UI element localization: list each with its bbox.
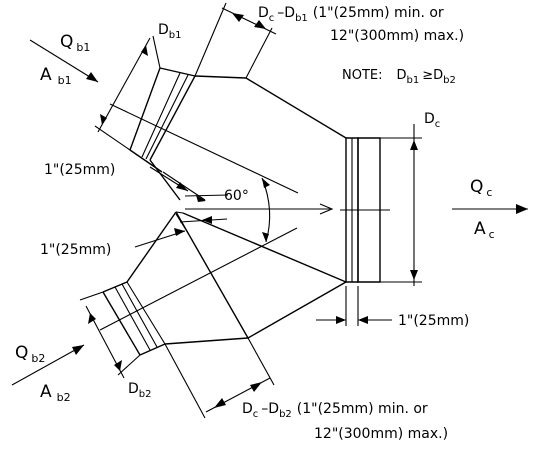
flow-arrow-common	[452, 204, 528, 214]
flow-arrow-b1	[29, 39, 99, 83]
label-spacing-b1: 1"(25mm)	[44, 162, 115, 178]
note-label: NOTE: Db1 ≥Db2	[342, 68, 456, 86]
main-centerline	[185, 203, 334, 215]
dim-spacing-b2	[134, 213, 228, 248]
label-length-b2-line1: Dc –Db2 (1"(25mm) min. or	[242, 401, 428, 420]
dim-dc	[380, 124, 422, 286]
label-d-c: Dc	[424, 111, 440, 130]
lower-branch-body	[99, 211, 347, 356]
label-length-b2-line2: 12"(300mm) max.)	[314, 426, 448, 442]
label-length-b1-line1: Dc –Db1 (1"(25mm) min. or	[258, 5, 444, 24]
dim-db1	[94, 35, 161, 151]
dim-length-b2	[164, 337, 275, 419]
dim-length-b1	[194, 2, 277, 79]
angle-arc	[261, 177, 271, 243]
flow-arrow-b2	[11, 344, 85, 386]
label-spacing-b2: 1"(25mm)	[40, 242, 111, 258]
label-collar: 1"(25mm)	[398, 313, 469, 329]
crotch-mark	[175, 211, 184, 214]
dim-collar	[316, 286, 392, 326]
label-d-b2: Db2	[128, 381, 152, 400]
angle-label: 60°	[224, 188, 249, 204]
common-collar	[340, 137, 390, 283]
dim-spacing-b1	[149, 166, 229, 202]
upper-branch-body	[109, 67, 347, 283]
dim-db2	[79, 291, 141, 379]
label-length-b1-line2: 12"(300mm) max.)	[330, 28, 464, 44]
label-d-b1: Db1	[158, 22, 182, 41]
